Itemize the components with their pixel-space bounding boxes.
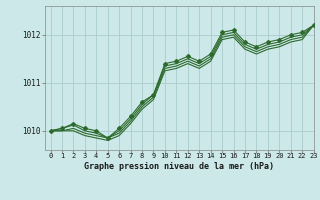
X-axis label: Graphe pression niveau de la mer (hPa): Graphe pression niveau de la mer (hPa)	[84, 162, 274, 171]
